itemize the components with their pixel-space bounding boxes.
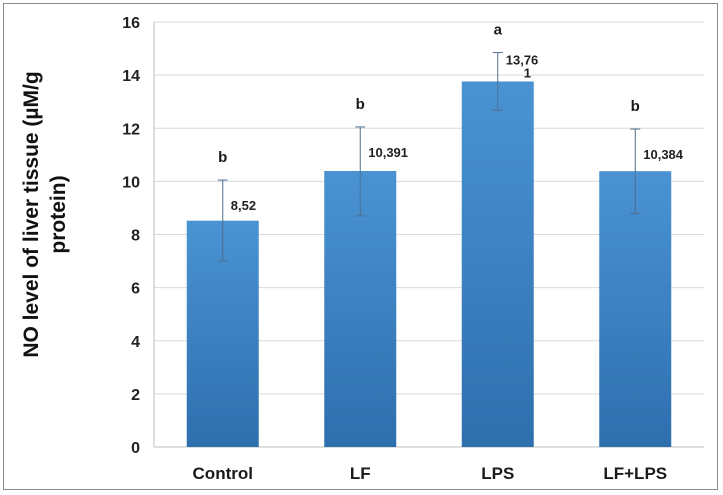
y-tick-label: 0 [131, 440, 140, 457]
y-tick-label: 16 [122, 15, 140, 32]
significance-letter: a [494, 22, 503, 39]
bar [599, 171, 672, 448]
data-label: 13,76 [506, 53, 539, 68]
y-tick-label: 2 [131, 387, 140, 404]
chart-frame: 0 2 4 6 8 10 12 14 16 Control LF LPS LF+LPS 8,52 b 10,… [3, 3, 718, 490]
y-axis-title: NO level of liver tissue (µM/g protein) [20, 71, 70, 357]
x-tick-label: LF+LPS [603, 464, 667, 483]
significance-letter: b [356, 96, 365, 113]
bar [324, 170, 397, 447]
error-bars [217, 52, 641, 262]
y-tick-label: 10 [122, 174, 140, 191]
data-label: 8,52 [231, 198, 256, 213]
x-tick-label: Control [193, 464, 253, 483]
significance-letter: b [631, 98, 640, 115]
x-tick-label: LPS [481, 464, 514, 483]
y-tick-label: 8 [131, 228, 140, 245]
y-tick-label: 12 [122, 121, 140, 138]
bars [186, 81, 672, 448]
data-label: 1 [524, 66, 531, 81]
significance-letter: b [218, 149, 227, 166]
y-tick-label: 6 [131, 281, 140, 298]
data-labels: 8,52 b 10,391 b 13,761 a 10,384 b [218, 22, 684, 214]
y-axis-title-line: protein) [47, 175, 70, 253]
bar-chart: 0 2 4 6 8 10 12 14 16 Control LF LPS LF+LPS 8,52 b 10,… [20, 15, 704, 483]
y-tick-label: 4 [131, 334, 140, 351]
data-label: 10,384 [643, 147, 684, 162]
x-tick-label: LF [350, 464, 371, 483]
y-tick-label: 14 [122, 68, 140, 85]
y-axis-label: NO level of liver tissue (µM/g protein) [20, 71, 70, 357]
data-label: 10,391 [368, 145, 408, 160]
bar [461, 81, 534, 447]
axes: 0 2 4 6 8 10 12 14 16 Control LF LPS LF+LPS [122, 15, 704, 483]
y-axis-title-line: NO level of liver tissue (µM/g [20, 71, 43, 357]
